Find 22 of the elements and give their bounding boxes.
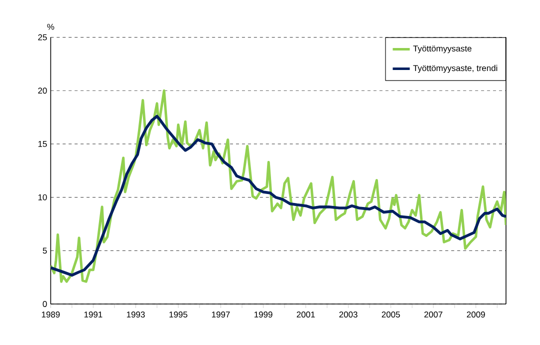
x-tick-label: 1999	[254, 312, 272, 318]
x-tick-label: 1993	[126, 312, 145, 318]
x-tick-label: 1997	[212, 312, 230, 318]
x-tick-label: 2003	[339, 312, 358, 318]
line-series	[50, 89, 506, 283]
legend-label: Työttömyysaste, trendi	[413, 64, 498, 73]
x-tick-label: 2001	[296, 312, 315, 318]
y-tick-label: 20	[38, 88, 47, 94]
x-tick-label: 2005	[382, 312, 400, 318]
x-tick-label: 2007	[424, 312, 442, 318]
y-tick-label: 0	[42, 301, 47, 307]
x-tick-label: 1995	[169, 312, 188, 318]
legend-label: Työttömyysaste	[413, 46, 472, 54]
y-tick-label: 10	[38, 194, 47, 200]
x-tick-label: 1991	[84, 312, 102, 318]
x-tick-label: 1989	[42, 312, 60, 318]
y-tick-label: 25	[38, 34, 47, 40]
y-tick-label: 5	[42, 248, 47, 254]
line-series	[50, 114, 506, 277]
x-tick-label: 2009	[466, 312, 485, 318]
y-axis-title: %	[47, 24, 54, 30]
y-tick-label: 15	[38, 141, 47, 147]
